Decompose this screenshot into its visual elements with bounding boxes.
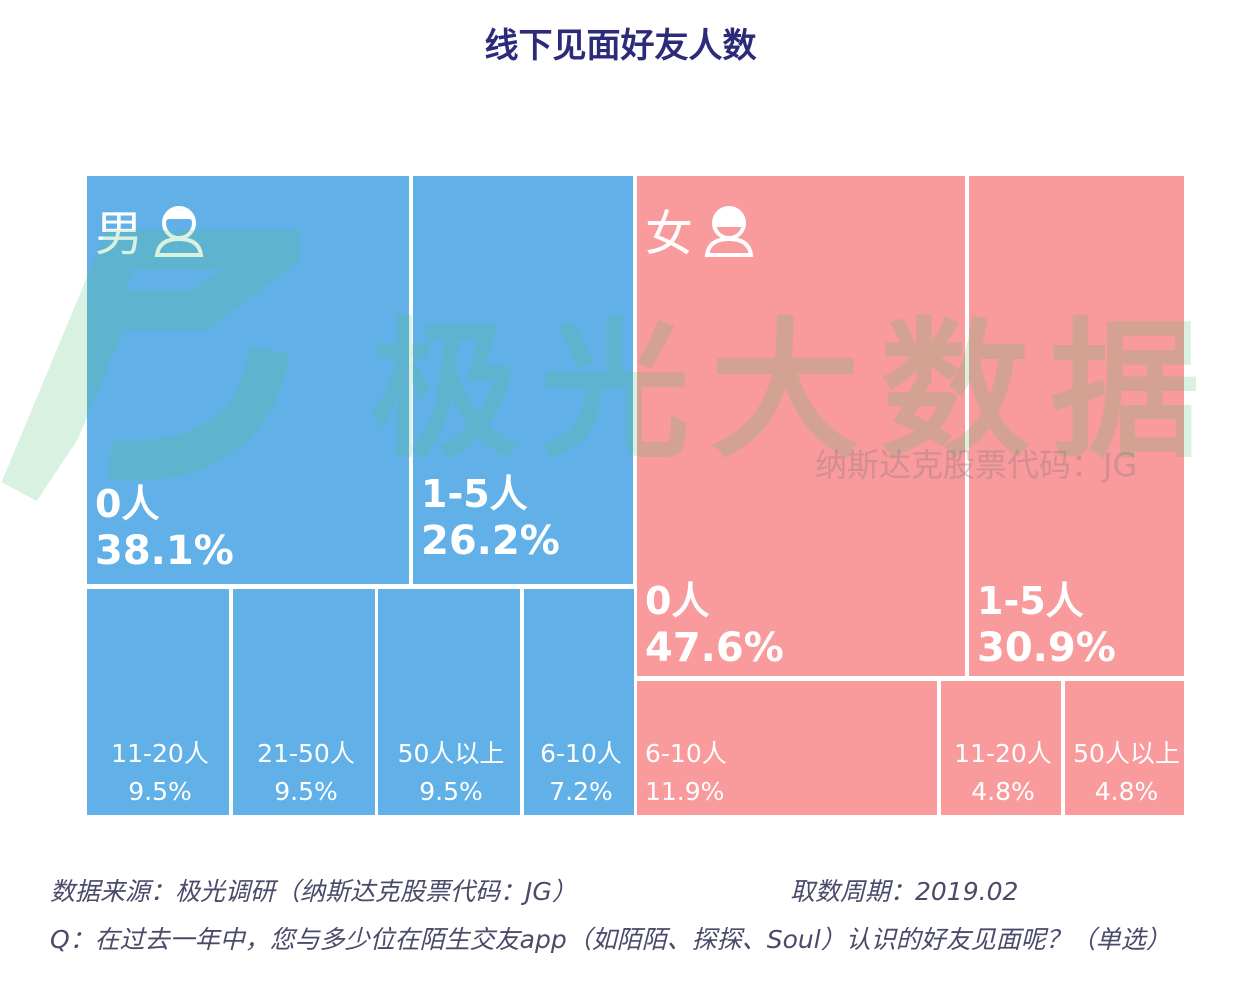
value-label: 26.2% [421,518,560,564]
chart-title: 线下见面好友人数 [484,26,757,66]
group-label: 女 [645,194,757,264]
category-label: 0人 [95,482,160,526]
value-label: 38.1% [95,528,234,574]
treemap-cell: 6-10人 11.9% [637,681,937,815]
category-label: 21-50人 [257,739,355,768]
source: 数据来源：极光调研（纳斯达克股票代码：JG） [50,877,577,906]
category-label: 1-5人 [421,472,528,516]
value-label: 9.5% [128,777,192,806]
category-label: 11-20人 [111,739,209,768]
value-label: 4.8% [1094,777,1159,806]
cell-label: 1-5人 30.9% [977,570,1180,671]
group-label: 男 [95,194,207,264]
cell-label: 6-10人 11.9% [645,735,933,811]
value-label: 7.2% [549,777,613,806]
treemap-cell: 11-20人 4.8% [941,681,1061,815]
treemap-cell: 0人 47.6% 女 [637,176,965,676]
category-label: 50人以上 [397,739,505,768]
category-label: 50人以上 [1073,739,1180,768]
value-label: 9.5% [419,777,483,806]
cell-label: 21-50人 9.5% [241,735,371,811]
value-label: 9.5% [274,777,338,806]
cell-label: 11-20人 9.5% [95,735,225,811]
value-label: 11.9% [645,777,725,806]
question: Q：在过去一年中，您与多少位在陌生交友app（如陌陌、探探、Soul）认识的好友… [50,925,1171,954]
treemap-cell: 21-50人 9.5% [233,589,375,815]
value-label: 47.6% [645,625,784,671]
cell-label: 6-10人 7.2% [532,735,630,811]
treemap-cell: 50人以上 4.8% [1065,681,1184,815]
treemap-cell: 0人 38.1% 男 [87,176,409,584]
category-label: 6-10人 [645,739,727,768]
group-name: 女 [645,206,694,262]
value-label: 30.9% [977,625,1116,671]
category-label: 11-20人 [954,739,1052,768]
treemap-cell: 6-10人 7.2% [524,589,634,815]
cell-label: 0人 38.1% [95,473,405,574]
treemap-cell: 1-5人 30.9% [969,176,1184,676]
cell-label: 0人 47.6% [645,570,961,671]
group-name: 男 [95,206,144,262]
category-label: 6-10人 [540,739,622,768]
value-label: 4.8% [971,777,1035,806]
category-label: 0人 [645,579,710,623]
category-label: 1-5人 [977,579,1084,623]
cell-label: 1-5人 26.2% [421,463,629,564]
treemap-cell: 11-20人 9.5% [87,589,229,815]
period: 取数周期：2019.02 [790,877,1019,906]
cell-label: 11-20人 4.8% [949,735,1057,811]
treemap-cell: 1-5人 26.2% [413,176,633,584]
cell-label: 50人以上 4.8% [1073,735,1180,811]
cell-label: 50人以上 9.5% [386,735,516,811]
treemap-cell: 50人以上 9.5% [378,589,520,815]
